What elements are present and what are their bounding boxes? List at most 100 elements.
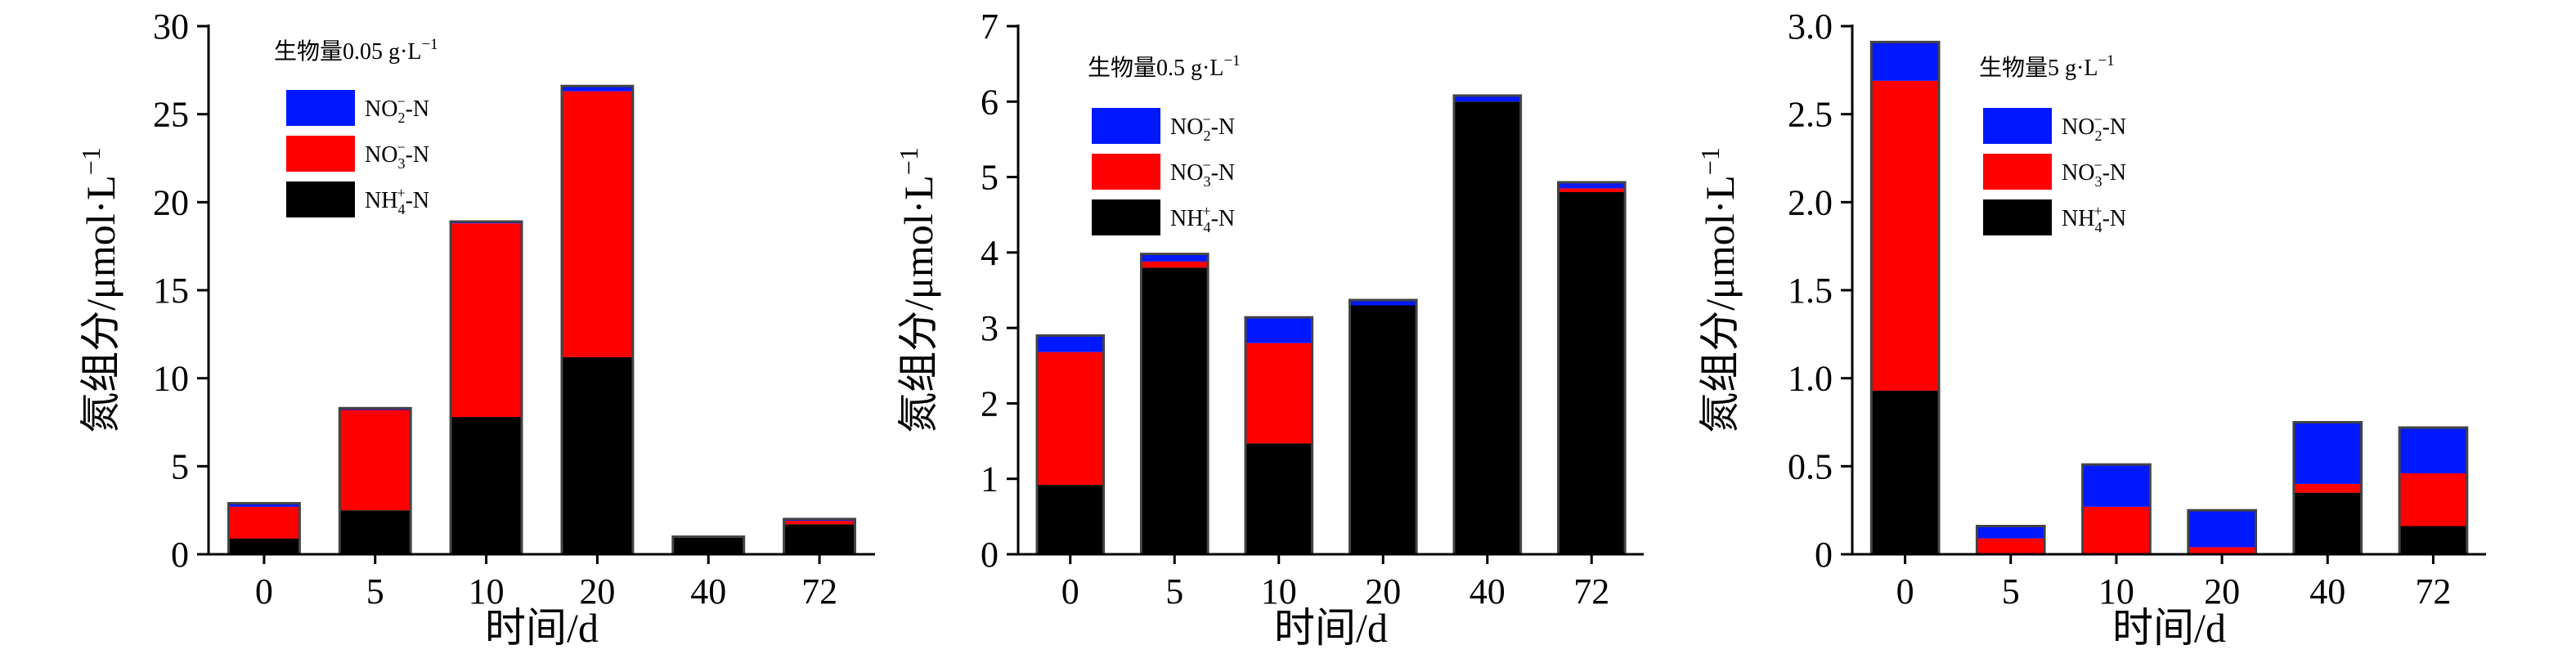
y-tick-label: 0 <box>981 535 999 575</box>
bar-nh4-10 <box>1245 443 1313 554</box>
y-axis-title-exponent: −1 <box>1695 147 1725 175</box>
legend-label-base: NO <box>2062 160 2094 186</box>
legend-label-subscript: 3 <box>1203 173 1210 190</box>
legend-label-subscript: 2 <box>2094 128 2102 144</box>
y-tick-label: 5 <box>981 158 999 198</box>
x-tick-label: 10 <box>1261 571 1297 611</box>
legend-label-subscript: 4 <box>1203 219 1210 235</box>
chart-panel-3: 0 0.5 1.0 1.5 2.0 2.5 3.0 0 5 10 20 40 72 时间/d 氮组分/μmo… <box>1695 7 2486 651</box>
x-tick-label: 20 <box>2204 571 2240 611</box>
panel-title-text: 生物量5 g·L <box>1979 55 2098 81</box>
legend-label-superscript: − <box>397 139 405 155</box>
bar-no3-72 <box>1558 188 1626 192</box>
x-tick-label: 10 <box>469 571 505 611</box>
legend-label-no2: NO2−-N <box>2062 111 2126 144</box>
bar-nh4-5 <box>1141 267 1209 554</box>
legend-label-suffix: -N <box>2103 206 2127 231</box>
y-tick-label: 15 <box>153 271 189 311</box>
bar-no3-0 <box>1037 352 1104 486</box>
legend-label-nh4: NH4+-N <box>365 185 429 217</box>
y-tick-label: 3.0 <box>1788 7 1833 47</box>
y-tick-label: 4 <box>981 233 999 273</box>
legend-label-no2: NO2−-N <box>365 93 429 126</box>
panel-title-exponent: −1 <box>2098 52 2114 69</box>
bar-nh4-20 <box>1349 305 1417 554</box>
x-tick-label: 40 <box>2309 571 2345 611</box>
y-tick-label: 10 <box>153 359 189 399</box>
bar-nh4-0 <box>1037 485 1104 554</box>
legend-label-superscript: − <box>1202 157 1210 173</box>
x-tick-label: 5 <box>2002 571 2020 611</box>
y-tick-label: 2 <box>981 383 999 423</box>
y-axis-title: 氮组分/μmol·L−1 <box>76 147 123 433</box>
legend-label-base: NO <box>365 142 397 168</box>
bar-no2-72 <box>1558 182 1626 189</box>
x-tick-label: 0 <box>1896 571 1914 611</box>
y-tick-label: 6 <box>981 82 999 122</box>
bar-no3-5 <box>339 410 411 511</box>
legend-label-no3: NO3−-N <box>2062 157 2126 190</box>
bar-no2-5 <box>1141 253 1209 262</box>
y-tick-label: 25 <box>153 95 189 135</box>
legend-swatch-no2 <box>1983 108 2052 144</box>
legend-swatch-nh4 <box>1092 199 1160 235</box>
bar-nh4-72 <box>783 524 855 554</box>
legend-label-suffix: -N <box>2103 160 2127 186</box>
bar-nh4-10 <box>451 417 522 554</box>
y-tick-label: 2.5 <box>1788 95 1833 135</box>
panel-title-exponent: −1 <box>1223 52 1240 69</box>
bar-no3-10 <box>451 223 522 418</box>
y-axis-title-text: 氮组分/μmol·L <box>78 175 123 433</box>
bar-no2-40 <box>2293 422 2362 484</box>
x-axis-title: 时间/d <box>2112 605 2226 651</box>
bar-no2-72 <box>2399 428 2467 473</box>
bar-no3-10 <box>1245 343 1313 444</box>
bar-no2-0 <box>1037 335 1104 352</box>
bar-no3-0 <box>1871 80 1939 391</box>
legend-label-suffix: -N <box>1211 160 1236 186</box>
legend-label-subscript: 4 <box>397 201 405 217</box>
y-axis-title-exponent: −1 <box>894 147 923 175</box>
bar-nh4-72 <box>1558 192 1626 554</box>
legend-label-superscript: − <box>397 93 405 110</box>
x-tick-label: 5 <box>366 571 384 611</box>
y-tick-label: 0 <box>171 535 189 575</box>
panel-title: 生物量5 g·L−1 <box>1979 52 2115 81</box>
legend-swatch-no3 <box>1092 154 1160 190</box>
y-axis-title-exponent: −1 <box>76 147 105 175</box>
bar-nh4-40 <box>2293 492 2362 554</box>
legend-label-suffix: -N <box>406 142 430 168</box>
legend-label-subscript: 4 <box>2094 219 2102 235</box>
legend-label-suffix: -N <box>2103 114 2127 140</box>
bar-no2-0 <box>1871 42 1939 81</box>
legend-swatch-no3 <box>1983 154 2052 190</box>
legend-label-superscript: + <box>397 185 405 201</box>
legend-label-superscript: − <box>1202 111 1210 128</box>
y-tick-label: 5 <box>171 446 189 486</box>
legend-label-base: NO <box>365 96 397 122</box>
bar-nh4-0 <box>228 538 300 554</box>
x-tick-label: 0 <box>255 571 273 611</box>
legend-label-base: NO <box>2062 114 2094 140</box>
legend-label-base: NH <box>365 188 397 213</box>
y-tick-label: 7 <box>981 7 999 47</box>
legend-label-no2: NO2−-N <box>1170 111 1235 144</box>
legend-swatch-nh4 <box>1983 199 2052 235</box>
x-tick-label: 10 <box>2098 571 2134 611</box>
bar-no3-0 <box>228 506 300 539</box>
legend-label-nh4: NH4+-N <box>2062 203 2126 235</box>
x-tick-label: 0 <box>1061 571 1079 611</box>
legend-label-superscript: − <box>2094 111 2102 128</box>
x-axis-title: 时间/d <box>485 605 599 651</box>
legend-swatch-nh4 <box>286 181 355 217</box>
legend-label-suffix: -N <box>406 188 430 213</box>
x-tick-label: 72 <box>801 571 837 611</box>
bar-no2-40 <box>1454 95 1521 102</box>
x-tick-label: 72 <box>2415 571 2451 611</box>
x-tick-label: 20 <box>1365 571 1401 611</box>
bar-no2-5 <box>1977 526 2045 539</box>
y-tick-label: 2.0 <box>1788 182 1833 222</box>
